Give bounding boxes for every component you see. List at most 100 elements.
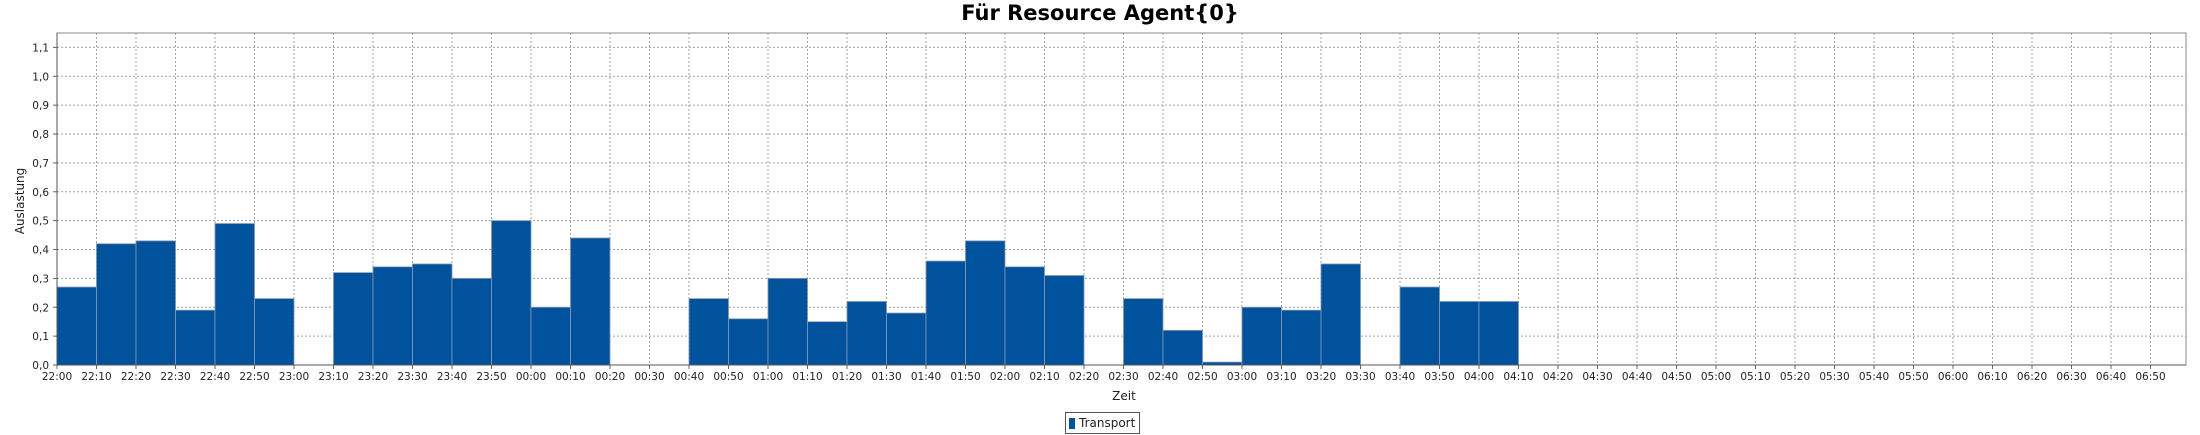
bar-0100 <box>767 277 808 366</box>
bar-0120 <box>846 301 887 366</box>
x-tick-label: 01:10 <box>792 371 822 383</box>
bar-2310 <box>333 272 374 366</box>
x-tick-label: 04:50 <box>1661 371 1691 383</box>
y-tick-label: 1,0 <box>32 71 49 83</box>
x-tick-label: 03:40 <box>1385 371 1415 383</box>
x-tick-label: 04:10 <box>1503 371 1533 383</box>
bar-0240 <box>1162 329 1203 366</box>
bar-2230 <box>175 309 216 366</box>
x-tick-label: 23:40 <box>437 371 467 383</box>
bar-0340 <box>1399 286 1440 366</box>
bar-0300 <box>1241 306 1282 366</box>
bar-2330 <box>412 263 453 366</box>
x-tick-label: 23:20 <box>358 371 388 383</box>
x-tick-label: 03:00 <box>1227 371 1257 383</box>
x-tick-label: 01:30 <box>871 371 901 383</box>
y-tick-label: 1,1 <box>32 42 49 54</box>
x-tick-label: 02:20 <box>1069 371 1099 383</box>
y-tick-label: 0,1 <box>32 331 49 343</box>
bar-2340 <box>451 277 492 366</box>
x-tick-label: 06:40 <box>2096 371 2126 383</box>
y-tick-label: 0,6 <box>32 187 49 199</box>
bar-0200 <box>1004 266 1045 366</box>
x-tick-label: 05:50 <box>1898 371 1928 383</box>
bar-0010 <box>570 237 611 366</box>
bar-2250 <box>254 298 295 366</box>
bar-2320 <box>372 266 413 366</box>
x-tick-label: 00:10 <box>555 371 585 383</box>
x-tick-label: 05:40 <box>1859 371 1889 383</box>
bar-2200 <box>56 286 97 366</box>
bar-0230 <box>1123 298 1164 366</box>
legend-label-transport: Transport <box>1079 416 1136 430</box>
x-tick-label: 23:50 <box>476 371 506 383</box>
x-tick-label: 00:00 <box>516 371 546 383</box>
x-tick-label: 06:50 <box>2135 371 2165 383</box>
bar-0350 <box>1439 301 1480 366</box>
bar-0400 <box>1478 301 1519 366</box>
x-tick-label: 02:40 <box>1148 371 1178 383</box>
bar-0210 <box>1044 275 1085 366</box>
x-tick-label: 02:10 <box>1029 371 1059 383</box>
chart-title: Für Resource Agent{0} <box>961 1 1239 25</box>
x-tick-label: 03:20 <box>1306 371 1336 383</box>
x-tick-label: 02:00 <box>990 371 1020 383</box>
x-tick-label: 23:00 <box>279 371 309 383</box>
x-tick-label: 04:30 <box>1582 371 1612 383</box>
x-tick-label: 04:00 <box>1464 371 1494 383</box>
x-tick-label: 00:20 <box>595 371 625 383</box>
bar-0320 <box>1320 263 1361 366</box>
y-tick-labels: 0,0 0,1 0,2 0,3 0,4 0,5 0,6 0,7 0,8 0,9 1,0 1,1 <box>32 42 49 372</box>
x-tick-label: 22:30 <box>160 371 190 383</box>
x-tick-label: 00:40 <box>674 371 704 383</box>
bar-2350 <box>491 220 532 366</box>
x-tick-label: 05:00 <box>1701 371 1731 383</box>
y-tick-label: 0,5 <box>32 216 49 228</box>
x-tick-label: 01:00 <box>753 371 783 383</box>
x-tick-label: 05:30 <box>1819 371 1849 383</box>
x-tick-label: 06:20 <box>2017 371 2047 383</box>
bar-0130 <box>886 312 927 366</box>
y-tick-label: 0,9 <box>32 100 49 112</box>
x-tick-label: 03:50 <box>1424 371 1454 383</box>
x-tick-label: 00:30 <box>634 371 664 383</box>
x-axis-label: Zeit <box>1112 389 1136 403</box>
bar-0000 <box>530 306 571 366</box>
bar-0040 <box>688 298 729 366</box>
x-tick-label: 06:10 <box>1977 371 2007 383</box>
x-tick-label: 01:50 <box>950 371 980 383</box>
axes <box>53 33 2186 369</box>
bar-0310 <box>1281 309 1322 366</box>
x-tick-label: 06:00 <box>1938 371 1968 383</box>
y-tick-label: 0,8 <box>32 129 49 141</box>
y-tick-label: 0,3 <box>32 273 49 285</box>
x-tick-label: 22:10 <box>81 371 111 383</box>
bar-2240 <box>214 223 255 366</box>
x-tick-label: 00:50 <box>713 371 743 383</box>
x-tick-label: 02:50 <box>1187 371 1217 383</box>
bar-0150 <box>965 240 1006 366</box>
x-tick-labels: 22:00 22:10 22:20 22:30 22:40 22:50 23:00 23:10… <box>42 371 2166 383</box>
y-axis-label: Auslastung <box>13 168 27 235</box>
bar-2210 <box>96 243 137 366</box>
x-tick-label: 03:30 <box>1345 371 1375 383</box>
bars <box>56 220 1519 366</box>
legend-swatch-transport <box>1069 417 1075 429</box>
x-tick-label: 23:10 <box>318 371 348 383</box>
x-tick-label: 03:10 <box>1266 371 1296 383</box>
y-tick-label: 0,0 <box>32 360 49 372</box>
legend: Transport <box>1065 412 1141 434</box>
x-tick-label: 05:10 <box>1740 371 1770 383</box>
x-tick-label: 05:20 <box>1780 371 1810 383</box>
x-tick-label: 22:40 <box>200 371 230 383</box>
x-tick-label: 01:40 <box>911 371 941 383</box>
x-tick-label: 06:30 <box>2056 371 2086 383</box>
bar-2220 <box>135 240 176 366</box>
x-tick-label: 04:40 <box>1622 371 1652 383</box>
y-tick-label: 0,2 <box>32 302 49 314</box>
x-tick-label: 02:30 <box>1108 371 1138 383</box>
y-tick-label: 0,7 <box>32 158 49 170</box>
x-tick-label: 22:20 <box>121 371 151 383</box>
bar-0050 <box>728 318 769 366</box>
